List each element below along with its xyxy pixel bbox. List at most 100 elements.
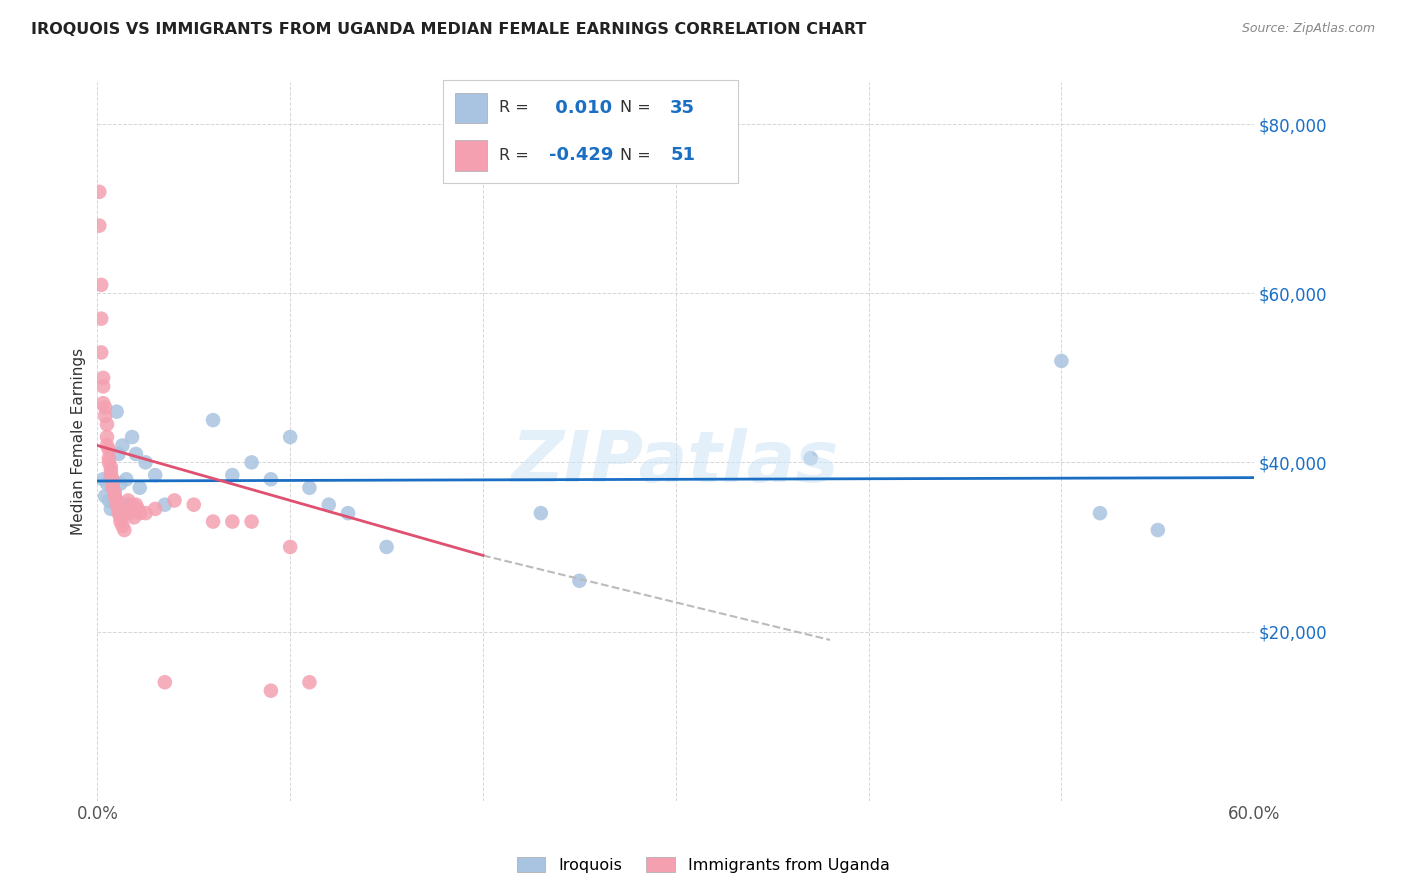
Point: [101, 476, 124, 491]
Point: [100, 468, 122, 483]
Point: [104, 485, 127, 500]
Point: [221, 468, 243, 483]
Text: -0.429: -0.429: [550, 146, 613, 164]
Point: [115, 506, 138, 520]
Point: [128, 506, 150, 520]
Point: [125, 447, 148, 461]
Point: [260, 683, 283, 698]
Point: [135, 506, 157, 520]
Point: [89, 185, 111, 199]
Point: [94, 401, 117, 415]
Point: [530, 506, 553, 520]
Point: [110, 510, 132, 524]
Point: [121, 430, 143, 444]
Point: [105, 498, 128, 512]
Point: [91, 379, 114, 393]
Point: [375, 540, 398, 554]
Point: [107, 506, 129, 520]
Point: [127, 502, 149, 516]
Point: [101, 472, 124, 486]
Point: [94, 489, 117, 503]
Point: [111, 438, 134, 452]
Point: [90, 311, 112, 326]
Point: [1088, 506, 1111, 520]
Point: [115, 472, 138, 486]
Text: Source: ZipAtlas.com: Source: ZipAtlas.com: [1241, 22, 1375, 36]
Point: [278, 430, 301, 444]
Point: [101, 481, 124, 495]
Text: IROQUOIS VS IMMIGRANTS FROM UGANDA MEDIAN FEMALE EARNINGS CORRELATION CHART: IROQUOIS VS IMMIGRANTS FROM UGANDA MEDIA…: [31, 22, 866, 37]
Point: [107, 502, 129, 516]
Point: [100, 502, 122, 516]
Point: [97, 442, 120, 457]
Point: [101, 481, 124, 495]
Text: 35: 35: [671, 99, 695, 117]
Point: [153, 675, 176, 690]
Text: N =: N =: [620, 101, 657, 115]
Point: [112, 523, 135, 537]
Point: [128, 481, 150, 495]
Point: [90, 345, 112, 359]
Point: [240, 455, 263, 469]
Point: [97, 493, 120, 508]
Point: [143, 468, 166, 483]
Point: [91, 371, 114, 385]
Text: 0.010: 0.010: [550, 99, 612, 117]
Point: [125, 498, 148, 512]
Text: R =: R =: [499, 101, 534, 115]
Point: [91, 472, 114, 486]
Point: [298, 481, 321, 495]
Point: [105, 493, 128, 508]
Point: [117, 498, 139, 512]
Point: [96, 417, 118, 432]
Text: R =: R =: [499, 148, 534, 162]
Point: [110, 476, 132, 491]
Point: [163, 493, 186, 508]
Point: [298, 675, 321, 690]
FancyBboxPatch shape: [454, 93, 486, 123]
Point: [100, 464, 122, 478]
Point: [112, 498, 135, 512]
Point: [143, 502, 166, 516]
Point: [318, 498, 340, 512]
Text: N =: N =: [620, 148, 657, 162]
Point: [260, 472, 283, 486]
Point: [135, 455, 157, 469]
Point: [89, 219, 111, 233]
Point: [240, 515, 263, 529]
Point: [97, 455, 120, 469]
Point: [800, 451, 823, 466]
Point: [94, 409, 117, 423]
Point: [104, 489, 127, 503]
Point: [91, 396, 114, 410]
Point: [1050, 354, 1073, 368]
Text: ZIPatlas: ZIPatlas: [512, 428, 839, 498]
Point: [96, 438, 118, 452]
Point: [96, 430, 118, 444]
Text: 51: 51: [671, 146, 695, 164]
FancyBboxPatch shape: [454, 140, 486, 170]
Point: [1146, 523, 1168, 537]
Point: [90, 277, 112, 292]
Point: [120, 506, 142, 520]
Point: [337, 506, 360, 520]
Point: [202, 413, 225, 427]
Y-axis label: Median Female Earnings: Median Female Earnings: [72, 348, 86, 535]
Point: [104, 489, 127, 503]
Legend: Iroquois, Immigrants from Uganda: Iroquois, Immigrants from Uganda: [510, 851, 896, 880]
Point: [221, 515, 243, 529]
Point: [122, 510, 145, 524]
Point: [107, 447, 129, 461]
Point: [202, 515, 225, 529]
Point: [278, 540, 301, 554]
Point: [96, 476, 118, 491]
Point: [97, 451, 120, 466]
Point: [111, 518, 134, 533]
Point: [110, 515, 132, 529]
Point: [100, 459, 122, 474]
Point: [183, 498, 205, 512]
Point: [105, 405, 128, 419]
Point: [568, 574, 591, 588]
Point: [153, 498, 176, 512]
Point: [121, 498, 143, 512]
